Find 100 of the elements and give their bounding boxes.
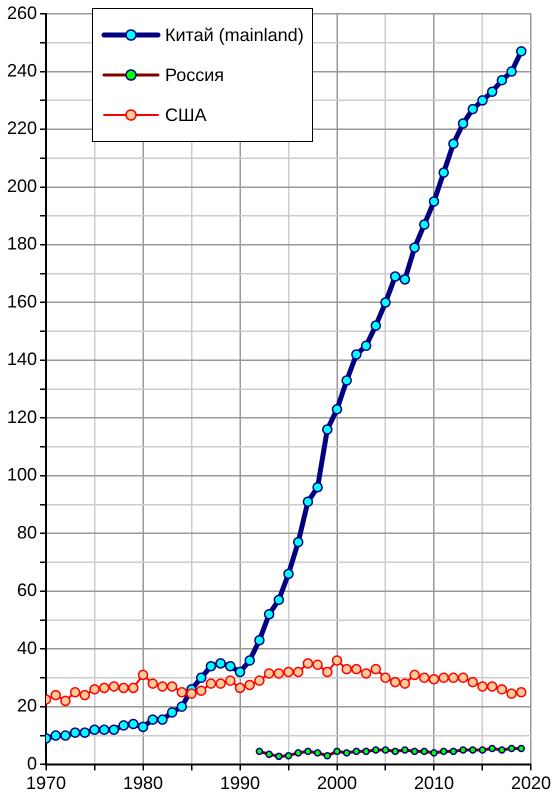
point [341,375,352,386]
point [420,748,428,756]
point [332,404,342,415]
point [206,678,216,689]
point [206,660,216,672]
point [409,242,420,253]
point [244,655,255,666]
y-tick-label: 120 [6,406,38,427]
point [275,752,283,760]
point [390,271,400,282]
point [157,714,168,725]
point [322,666,333,678]
point [254,675,265,686]
point [89,724,100,736]
y-tick-label: 60 [17,580,38,600]
legend-label: США [165,104,207,126]
point [176,701,188,712]
point [419,219,430,230]
x-tick-label: 1970 [26,773,66,794]
point [292,536,304,548]
point [448,138,459,149]
point [440,748,448,756]
point [477,681,488,692]
point [147,714,158,725]
point [118,682,129,694]
point [157,681,168,692]
point [274,594,284,606]
point [486,681,498,692]
y-tick-label: 240 [6,60,38,81]
point [370,320,382,331]
y-tick-label: 160 [6,291,38,312]
point [438,167,449,178]
point [225,675,236,686]
point [215,678,226,689]
point [322,424,333,435]
point [370,664,382,674]
point [498,746,506,754]
point [488,744,496,752]
point [264,609,274,620]
point [391,748,399,756]
point [186,688,197,699]
point [450,748,458,756]
point [254,635,265,646]
point [50,690,61,700]
point [166,707,178,718]
point [400,678,410,689]
point [438,672,449,684]
point [516,686,527,698]
point [360,668,372,679]
point [506,66,517,77]
point [274,668,284,679]
point [458,672,468,684]
point [333,748,341,756]
point [284,752,292,760]
y-tick-label: 140 [6,349,38,370]
point [508,744,516,752]
point [324,752,332,760]
point [80,690,90,700]
x-tick-label: 1980 [123,773,164,794]
point [244,680,255,690]
point [128,682,139,694]
point [265,750,273,758]
point [341,664,352,674]
point [118,720,129,731]
point [428,196,440,207]
point [80,727,90,738]
point [458,118,468,129]
point [98,724,110,736]
y-tick-label: 80 [17,522,38,542]
point [478,746,486,754]
point [302,658,314,669]
point [196,672,206,684]
point [283,568,294,580]
x-tick-label: 1990 [220,773,260,794]
point [314,749,322,757]
point [70,727,80,738]
point [60,696,71,706]
point [234,682,246,694]
point [518,744,526,752]
point [256,748,264,756]
point [486,86,498,97]
point [215,658,226,669]
point [302,496,314,507]
point [128,718,139,730]
point [304,748,312,756]
point [362,748,370,756]
point [98,682,110,694]
point [70,686,80,698]
point [351,349,362,360]
x-tick-label: 2020 [510,773,551,794]
point [419,672,430,684]
y-tick-label: 200 [6,176,38,196]
point [234,666,246,678]
point [380,297,391,308]
y-tick-label: 180 [6,234,38,254]
point [360,340,372,352]
point [108,724,120,736]
y-tick-label: 20 [17,696,38,716]
point [459,746,467,754]
y-tick-label: 100 [6,464,38,485]
